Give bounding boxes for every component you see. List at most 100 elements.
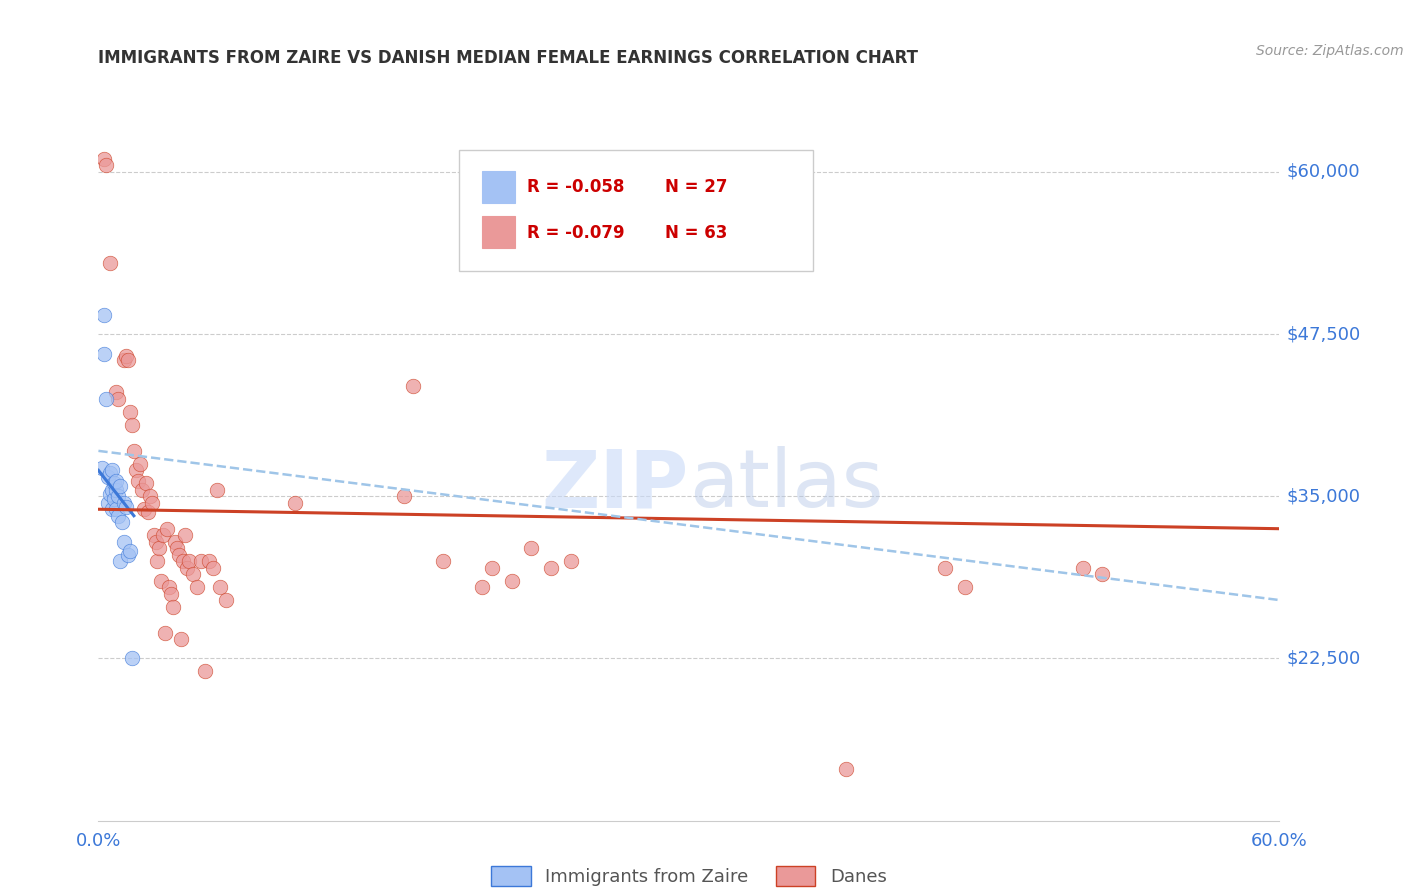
Point xyxy=(160,586,183,600)
Point xyxy=(205,483,228,497)
Point xyxy=(540,560,562,574)
Text: $60,000: $60,000 xyxy=(1286,163,1360,181)
Point xyxy=(96,158,118,172)
Point xyxy=(103,491,125,506)
Bar xyxy=(482,216,516,248)
Point xyxy=(138,489,160,503)
Point xyxy=(96,392,118,406)
Point xyxy=(98,486,121,500)
Point xyxy=(520,541,543,556)
Point xyxy=(501,574,523,588)
Point xyxy=(112,496,135,510)
FancyBboxPatch shape xyxy=(458,150,813,271)
Point xyxy=(167,548,190,562)
Point xyxy=(132,502,155,516)
Point xyxy=(111,515,134,529)
Point xyxy=(117,353,139,368)
Point xyxy=(176,560,198,574)
Point xyxy=(156,522,179,536)
Point xyxy=(1091,567,1114,582)
Point xyxy=(157,580,180,594)
Bar xyxy=(482,171,516,203)
Point xyxy=(125,463,148,477)
Point xyxy=(108,554,131,568)
Point xyxy=(118,543,141,558)
Point xyxy=(105,483,128,497)
Point xyxy=(186,580,208,594)
Point xyxy=(170,632,193,646)
Point xyxy=(121,651,143,665)
Point xyxy=(1071,560,1094,574)
Point xyxy=(135,476,157,491)
Point xyxy=(155,625,177,640)
Point xyxy=(141,496,163,510)
Text: Source: ZipAtlas.com: Source: ZipAtlas.com xyxy=(1256,44,1403,58)
Point xyxy=(142,528,165,542)
Point xyxy=(112,353,135,368)
Text: ZIP: ZIP xyxy=(541,446,689,524)
Text: atlas: atlas xyxy=(689,446,883,524)
Point xyxy=(101,483,124,497)
Point xyxy=(93,152,115,166)
Point xyxy=(98,466,121,480)
Text: N = 63: N = 63 xyxy=(665,224,728,242)
Point xyxy=(402,379,425,393)
Point xyxy=(209,580,232,594)
Point xyxy=(107,392,129,406)
Point xyxy=(162,599,184,614)
Point xyxy=(115,500,138,514)
Point xyxy=(107,489,129,503)
Point xyxy=(97,470,120,484)
Point xyxy=(107,508,129,523)
Point xyxy=(177,554,200,568)
Point xyxy=(560,554,582,568)
Point xyxy=(150,574,173,588)
Point xyxy=(97,496,120,510)
Point xyxy=(201,560,224,574)
Point xyxy=(197,554,219,568)
Point xyxy=(112,534,135,549)
Point xyxy=(93,308,115,322)
Point xyxy=(432,554,454,568)
Text: IMMIGRANTS FROM ZAIRE VS DANISH MEDIAN FEMALE EARNINGS CORRELATION CHART: IMMIGRANTS FROM ZAIRE VS DANISH MEDIAN F… xyxy=(98,49,918,67)
Point xyxy=(194,665,217,679)
Point xyxy=(91,460,114,475)
Point xyxy=(93,346,115,360)
Point xyxy=(148,541,170,556)
Text: N = 27: N = 27 xyxy=(665,178,728,196)
Text: R = -0.058: R = -0.058 xyxy=(527,178,624,196)
Point xyxy=(117,548,139,562)
Point xyxy=(166,541,188,556)
Point xyxy=(934,560,956,574)
Point xyxy=(215,593,238,607)
Legend: Immigrants from Zaire, Danes: Immigrants from Zaire, Danes xyxy=(484,858,894,892)
Point xyxy=(128,457,150,471)
Point xyxy=(152,528,174,542)
Point xyxy=(101,463,124,477)
Point xyxy=(146,554,169,568)
Point xyxy=(835,762,858,776)
Point xyxy=(190,554,212,568)
Point xyxy=(145,534,167,549)
Point xyxy=(121,417,143,432)
Point xyxy=(136,505,159,519)
Point xyxy=(105,385,128,400)
Point xyxy=(471,580,494,594)
Point xyxy=(953,580,976,594)
Point xyxy=(165,534,187,549)
Point xyxy=(174,528,197,542)
Text: $22,500: $22,500 xyxy=(1286,649,1361,667)
Point xyxy=(101,502,124,516)
Point xyxy=(108,479,131,493)
Point xyxy=(284,496,307,510)
Point xyxy=(131,483,153,497)
Point xyxy=(481,560,503,574)
Point xyxy=(98,256,121,270)
Point xyxy=(392,489,415,503)
Point xyxy=(115,349,138,363)
Point xyxy=(105,502,128,516)
Point xyxy=(172,554,194,568)
Point xyxy=(103,476,125,491)
Point xyxy=(105,474,128,488)
Text: $47,500: $47,500 xyxy=(1286,325,1361,343)
